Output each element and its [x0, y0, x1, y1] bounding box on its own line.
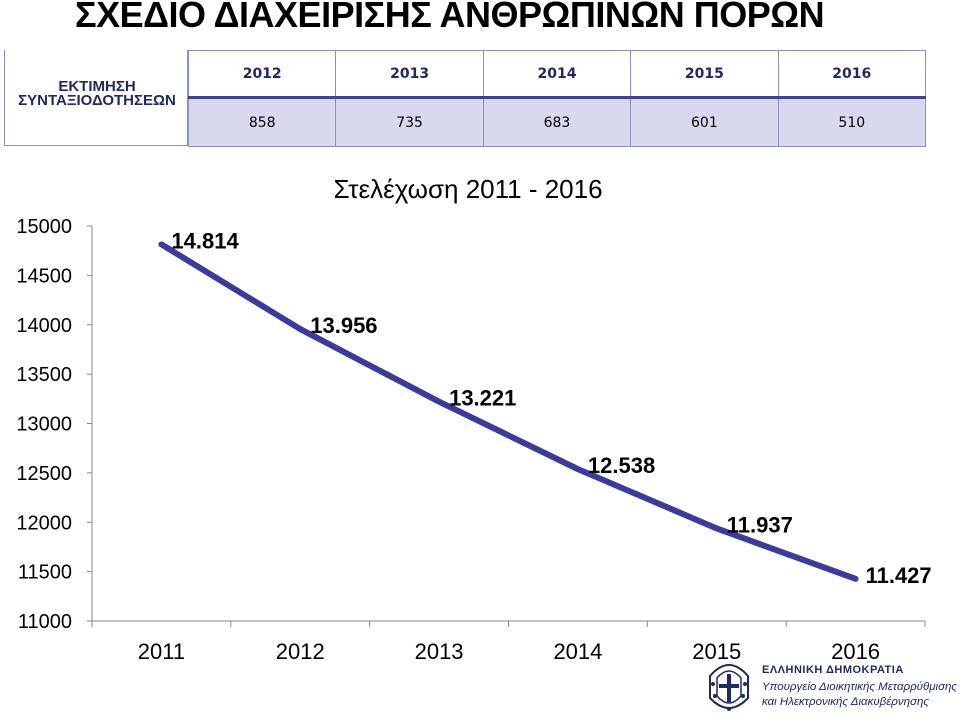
y-tick-label: 11500	[18, 562, 72, 584]
data-point	[854, 577, 858, 581]
y-tick-label: 11000	[18, 611, 72, 633]
x-tick-label: 2016	[831, 639, 880, 664]
estimate-label: ΕΚΤΙΜΗΣΗ ΣΥΝΤΑΞΙΟΔΟΤΗΣΕΩΝ	[5, 78, 189, 109]
y-tick-label: 14500	[16, 265, 72, 287]
series-line	[158, 241, 859, 582]
estimate-year-cell: 2016	[777, 50, 927, 98]
estimate-label-line2: ΣΥΝΤΑΞΙΟΔΟΤΗΣΕΩΝ	[18, 92, 176, 109]
estimate-year-cell: 2015	[630, 50, 779, 98]
retirement-estimate-table: 2012 2013 2014 2015 2016 858 735 683 601…	[187, 50, 927, 147]
estimate-label-cell: ΕΚΤΙΜΗΣΗ ΣΥΝΤΑΞΙΟΔΟΤΗΣΕΩΝ	[4, 50, 188, 146]
estimate-value-cell: 510	[777, 96, 927, 147]
data-label: 13.221	[449, 386, 516, 411]
data-point	[437, 400, 441, 404]
estimate-years-row: 2012 2013 2014 2015 2016	[187, 50, 927, 98]
greek-coat-of-arms-icon	[709, 664, 749, 711]
data-point	[298, 327, 302, 331]
data-label: 12.538	[588, 453, 655, 478]
x-tick-label: 2013	[415, 639, 464, 664]
data-label: 11.937	[727, 512, 793, 537]
estimate-value-cell: 858	[187, 96, 337, 147]
estimate-values-row: 858 735 683 601 510	[187, 96, 927, 147]
y-tick-label: 13000	[16, 414, 72, 436]
x-axis: 2011 2012 2013 2014 2015 2016	[91, 620, 926, 664]
logo-line3: και Ηλεκτρονικής Διακυβέρνησης	[762, 696, 929, 708]
estimate-year-cell: 2014	[482, 50, 632, 98]
estimate-value-cell: 683	[482, 96, 632, 147]
data-point	[715, 526, 719, 530]
chart-title: Στελέχωση 2011 - 2016	[333, 174, 602, 204]
estimate-label-line1: ΕΚΤΙΜΗΣΗ	[58, 78, 136, 95]
data-labels: 14.814 13.956 13.221 12.538 11.937 11.427	[171, 228, 931, 587]
y-axis: 11000 11500 12000 12500 13000 13500 14000 14500…	[16, 216, 93, 633]
data-label: 14.814	[171, 228, 239, 253]
y-tick-label: 13500	[16, 364, 72, 386]
y-tick-label: 15000	[16, 216, 72, 238]
data-point	[576, 467, 580, 471]
logo-line2: Υπουργείο Διοικητικής Μεταρρύθμισης	[762, 681, 958, 693]
logo-line1: ΕΛΛΗΝΙΚΗ ΔΗΜΟΚΡΑΤΙΑ	[762, 664, 904, 676]
data-label: 13.956	[310, 313, 377, 338]
y-tick-label: 12000	[16, 512, 72, 534]
data-point	[159, 242, 163, 246]
y-tick-label: 14000	[16, 315, 72, 337]
page-title: ΣΧΕΔΙΟ ΔΙΑΧΕΙΡΙΣΗΣ ΑΝΘΡΩΠΙΝΩΝ ΠΟΡΩΝ	[75, 0, 825, 35]
estimate-value-cell: 601	[630, 96, 779, 147]
y-tick-label: 12500	[16, 463, 72, 485]
x-tick-label: 2011	[138, 639, 185, 664]
x-tick-label: 2014	[553, 639, 602, 664]
series-polyline	[158, 241, 859, 582]
x-tick-label: 2012	[276, 639, 325, 664]
x-tick-label: 2015	[692, 639, 741, 664]
estimate-value-cell: 735	[335, 96, 484, 147]
data-label: 11.427	[866, 563, 932, 588]
